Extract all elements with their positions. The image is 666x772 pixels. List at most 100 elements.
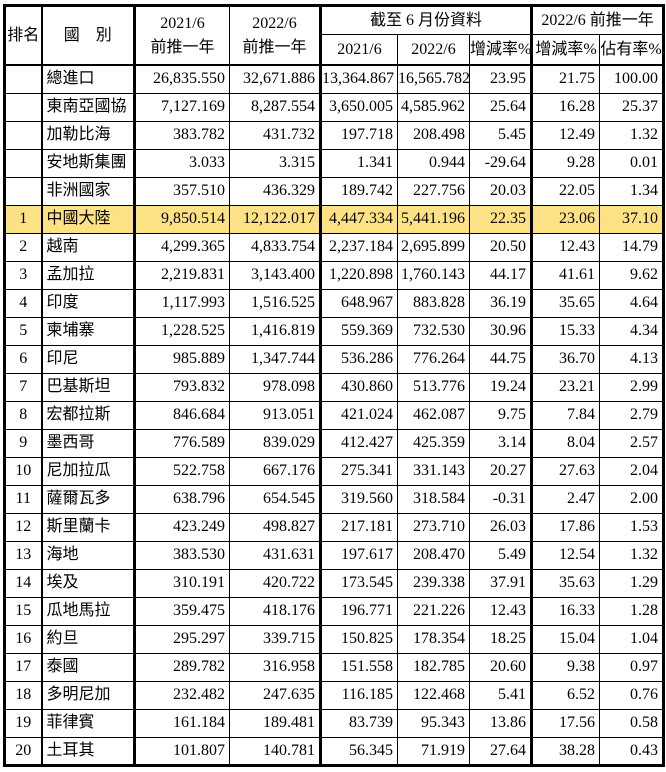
value-cell: 8,287.554	[229, 92, 321, 122]
value-cell: 6.52	[530, 680, 601, 710]
country-cell: 多明尼加	[40, 680, 135, 710]
value-cell: 20.60	[468, 652, 533, 682]
value-cell: 1,228.525	[133, 316, 230, 346]
value-cell: 412.427	[319, 428, 398, 458]
value-cell: 151.558	[319, 652, 398, 682]
rank-cell: 12	[4, 512, 42, 542]
header-group-june-data: 截至 6 月份資料	[318, 5, 533, 35]
header-2021-prev-year: 2021/6 前推一年	[133, 5, 230, 66]
table-row: 7 巴基斯坦 793.832 978.098 430.860 513.776 1…	[4, 372, 665, 402]
rank-cell: 5	[4, 316, 42, 346]
country-cell: 薩爾瓦多	[40, 484, 135, 514]
value-cell: 425.359	[397, 428, 470, 458]
value-cell: 9.62	[599, 260, 665, 290]
value-cell: 4,299.365	[133, 232, 230, 262]
country-cell: 菲律賓	[40, 708, 135, 738]
table-row: 11 薩爾瓦多 638.796 654.545 319.560 318.584 …	[4, 484, 665, 514]
value-cell: 22.05	[530, 176, 601, 206]
value-cell: 1.32	[599, 120, 665, 150]
value-cell: 8.04	[530, 428, 601, 458]
value-cell: 20.50	[468, 232, 533, 262]
value-cell: 25.64	[468, 92, 533, 122]
value-cell: 9.38	[530, 652, 601, 682]
value-cell: 648.967	[319, 288, 398, 318]
value-cell: 839.029	[229, 428, 321, 458]
country-cell: 泰國	[40, 652, 135, 682]
value-cell: 247.635	[229, 680, 321, 710]
country-cell: 孟加拉	[40, 260, 135, 290]
value-cell: 189.742	[319, 176, 398, 206]
table-row: 9 墨西哥 776.589 839.029 412.427 425.359 3.…	[4, 428, 665, 458]
value-cell: 2,695.899	[397, 232, 470, 262]
rank-cell	[4, 64, 42, 94]
table-row: 6 印尼 985.889 1,347.744 536.286 776.264 4…	[4, 344, 665, 374]
country-cell: 土耳其	[40, 736, 135, 766]
value-cell: 2.00	[599, 484, 665, 514]
value-cell: 522.758	[133, 456, 230, 486]
value-cell: 913.051	[229, 400, 321, 430]
value-cell: 5.49	[468, 540, 533, 570]
value-cell: 638.796	[133, 484, 230, 514]
value-cell: 0.58	[599, 708, 665, 738]
value-cell: 776.589	[133, 428, 230, 458]
value-cell: 357.510	[133, 176, 230, 206]
value-cell: -0.31	[468, 484, 533, 514]
value-cell: 985.889	[133, 344, 230, 374]
value-cell: 38.28	[530, 736, 601, 766]
country-cell: 加勒比海	[40, 120, 135, 150]
value-cell: 21.75	[530, 64, 601, 94]
header-row-groups: 排名 國 別 2021/6 前推一年 2022/6 前推一年 截至 6 月份資料…	[4, 5, 665, 66]
value-cell: 12.43	[468, 596, 533, 626]
table-row: 15 瓜地馬拉 359.475 418.176 196.771 221.226 …	[4, 596, 665, 626]
value-cell: 178.354	[397, 624, 470, 654]
rank-cell: 18	[4, 680, 42, 710]
value-cell: 421.024	[319, 400, 398, 430]
value-cell: 273.710	[397, 512, 470, 542]
header-2022-line2: 前推一年	[242, 38, 307, 56]
value-cell: 2.57	[599, 428, 665, 458]
value-cell: 100.00	[599, 64, 665, 94]
value-cell: 431.631	[229, 540, 321, 570]
country-cell: 印尼	[40, 344, 135, 374]
value-cell: 232.482	[133, 680, 230, 710]
rank-cell: 8	[4, 400, 42, 430]
value-cell: 140.781	[229, 736, 321, 766]
value-cell: 318.584	[397, 484, 470, 514]
value-cell: 0.01	[599, 148, 665, 178]
value-cell: 37.10	[599, 204, 665, 234]
value-cell: 239.338	[397, 568, 470, 598]
value-cell: 0.97	[599, 652, 665, 682]
country-cell: 總進口	[40, 64, 135, 94]
value-cell: 217.181	[319, 512, 398, 542]
country-cell: 海地	[40, 540, 135, 570]
value-cell: 189.481	[229, 708, 321, 738]
country-cell: 巴基斯坦	[40, 372, 135, 402]
value-cell: 732.530	[397, 316, 470, 346]
value-cell: 71.919	[397, 736, 470, 766]
value-cell: 26,835.550	[133, 64, 230, 94]
table-row: 18 多明尼加 232.482 247.635 116.185 122.468 …	[4, 680, 665, 710]
country-cell: 瓜地馬拉	[40, 596, 135, 626]
table-row: 1 中國大陸 9,850.514 12,122.017 4,447.334 5,…	[4, 204, 665, 234]
header-sub-2022: 2022/6	[397, 34, 470, 66]
value-cell: 44.17	[468, 260, 533, 290]
value-cell: 2,219.831	[133, 260, 230, 290]
value-cell: 197.718	[319, 120, 398, 150]
value-cell: 0.944	[397, 148, 470, 178]
value-cell: 182.785	[397, 652, 470, 682]
value-cell: 423.249	[133, 512, 230, 542]
header-2021-line1: 2021/6	[160, 15, 205, 33]
value-cell: 36.70	[530, 344, 601, 374]
value-cell: -29.64	[468, 148, 533, 178]
rank-cell	[4, 148, 42, 178]
value-cell: 793.832	[133, 372, 230, 402]
value-cell: 23.21	[530, 372, 601, 402]
value-cell: 1,347.744	[229, 344, 321, 374]
value-cell: 13.86	[468, 708, 533, 738]
rank-cell: 14	[4, 568, 42, 598]
value-cell: 7,127.169	[133, 92, 230, 122]
rank-cell: 4	[4, 288, 42, 318]
value-cell: 430.860	[319, 372, 398, 402]
value-cell: 197.617	[319, 540, 398, 570]
rank-cell: 20	[4, 736, 42, 766]
